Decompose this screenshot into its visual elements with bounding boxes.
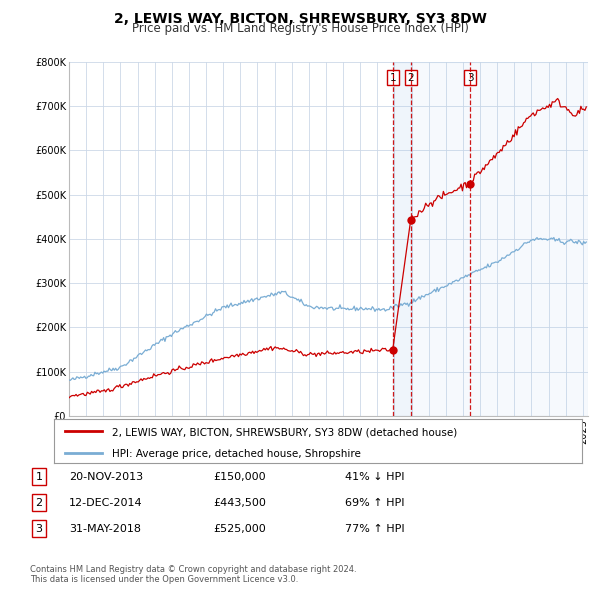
- Text: 41% ↓ HPI: 41% ↓ HPI: [345, 472, 404, 481]
- Text: 2, LEWIS WAY, BICTON, SHREWSBURY, SY3 8DW (detached house): 2, LEWIS WAY, BICTON, SHREWSBURY, SY3 8D…: [112, 427, 457, 437]
- Bar: [393, 62, 411, 416]
- Text: Contains HM Land Registry data © Crown copyright and database right 2024.: Contains HM Land Registry data © Crown c…: [30, 565, 356, 574]
- Text: 3: 3: [467, 73, 473, 83]
- Text: 77% ↑ HPI: 77% ↑ HPI: [345, 524, 404, 533]
- Text: 3: 3: [35, 524, 43, 533]
- Text: 20-NOV-2013: 20-NOV-2013: [69, 472, 143, 481]
- Text: £443,500: £443,500: [213, 498, 266, 507]
- Text: 1: 1: [35, 472, 43, 481]
- Text: 2: 2: [35, 498, 43, 507]
- Bar: [411, 62, 588, 416]
- Text: 1: 1: [389, 73, 396, 83]
- Text: 69% ↑ HPI: 69% ↑ HPI: [345, 498, 404, 507]
- Text: 12-DEC-2014: 12-DEC-2014: [69, 498, 143, 507]
- Text: HPI: Average price, detached house, Shropshire: HPI: Average price, detached house, Shro…: [112, 449, 361, 459]
- Text: £150,000: £150,000: [213, 472, 266, 481]
- Text: 2, LEWIS WAY, BICTON, SHREWSBURY, SY3 8DW: 2, LEWIS WAY, BICTON, SHREWSBURY, SY3 8D…: [113, 12, 487, 26]
- Text: 2: 2: [407, 73, 414, 83]
- Text: 31-MAY-2018: 31-MAY-2018: [69, 524, 141, 533]
- Text: This data is licensed under the Open Government Licence v3.0.: This data is licensed under the Open Gov…: [30, 575, 298, 584]
- Text: Price paid vs. HM Land Registry's House Price Index (HPI): Price paid vs. HM Land Registry's House …: [131, 22, 469, 35]
- Text: £525,000: £525,000: [213, 524, 266, 533]
